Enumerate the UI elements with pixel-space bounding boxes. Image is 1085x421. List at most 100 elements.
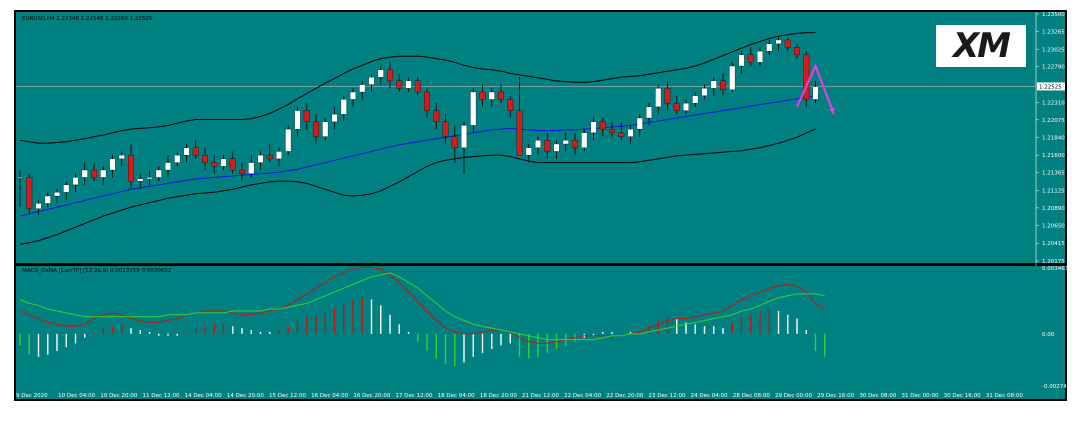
- candle-bear: [720, 80, 726, 90]
- moving-average-line: [19, 95, 816, 217]
- macd-tick-label: 0.00: [1042, 332, 1055, 338]
- bollinger-lower-line: [19, 128, 816, 245]
- candle-bull: [692, 95, 699, 104]
- candle-bull: [562, 140, 569, 145]
- candle-bull: [766, 43, 773, 52]
- candle-bull: [405, 80, 412, 89]
- time-tick-label: 29 Dec 00:00: [775, 393, 812, 399]
- candle-bull: [590, 121, 597, 134]
- time-tick-label: 17 Dec 12:00: [396, 393, 433, 399]
- candle-bear: [442, 121, 449, 137]
- candle-bear: [424, 91, 430, 111]
- candle-bear: [544, 140, 551, 152]
- current-price-box: [1037, 82, 1065, 91]
- time-tick-label: 30 Dec 16:00: [944, 393, 981, 399]
- candle-bear: [747, 54, 754, 63]
- candle-bear: [26, 177, 33, 209]
- candle-bear: [507, 99, 514, 111]
- candle-bear: [664, 88, 671, 104]
- time-tick-label: 16 Dec 04:00: [311, 393, 348, 399]
- price-tick-label: 1.21365: [1042, 171, 1065, 177]
- candle-bull: [359, 84, 366, 93]
- price-tick-label: 1.22310: [1042, 100, 1065, 106]
- current-price-label: 1.22525: [1039, 84, 1062, 90]
- candle-bear: [498, 91, 504, 100]
- candle-bull: [137, 178, 144, 182]
- candle-bull: [220, 158, 227, 167]
- candle-bear: [599, 121, 606, 130]
- candle-bull: [340, 99, 347, 115]
- candle-bull: [757, 50, 763, 63]
- candle-bear: [516, 110, 523, 156]
- candle-bull: [350, 91, 356, 100]
- price-tick-label: 1.23500: [1042, 12, 1065, 18]
- candle-bear: [211, 162, 218, 167]
- bollinger-upper-line: [19, 32, 816, 144]
- candle-bull: [683, 102, 689, 111]
- candle-bear: [229, 158, 236, 171]
- time-tick-label: 31 Dec 08:00: [986, 393, 1023, 399]
- candle-bull: [461, 125, 467, 148]
- candle-bull: [183, 147, 190, 156]
- candle-bear: [192, 147, 199, 156]
- price-axis-area: [1036, 12, 1065, 263]
- time-tick-label: 11 Dec 12:00: [143, 393, 180, 399]
- candle-bull: [17, 177, 23, 179]
- price-tick-label: 1.23265: [1042, 29, 1065, 35]
- candle-bear: [303, 110, 310, 122]
- time-tick-label: 24 Dec 04:00: [691, 393, 728, 399]
- forecast-arrow-head: [828, 107, 835, 115]
- candle-bull: [729, 65, 736, 90]
- price-plot-area: [16, 12, 1036, 263]
- candle-bull: [44, 195, 51, 204]
- candle-bull: [81, 169, 88, 178]
- price-panel: 1.235001.232651.230251.227901.225501.223…: [16, 12, 1065, 388]
- candle-bull: [109, 158, 116, 171]
- time-tick-label: 28 Dec 08:00: [733, 393, 770, 399]
- time-tick-label: 9 Dec 2020: [16, 393, 48, 399]
- candle-bull: [646, 106, 652, 119]
- candle-bear: [313, 121, 319, 137]
- time-tick-label: 10 Dec 20:00: [100, 393, 137, 399]
- time-tick-label: 29 Dec 16:00: [817, 393, 854, 399]
- candle-bull: [581, 132, 588, 148]
- forecast-arrow: [795, 63, 836, 115]
- candle-bear: [91, 169, 97, 178]
- macd-tick-label: -0.00274: [1042, 384, 1067, 390]
- candle-bull: [553, 143, 560, 152]
- candle-bear: [433, 110, 440, 122]
- candle-bull: [257, 154, 264, 163]
- price-tick-label: 1.20650: [1042, 224, 1065, 230]
- xm-logo-text: XM: [952, 26, 1011, 66]
- candle-bear: [572, 140, 578, 148]
- candle-bear: [451, 136, 458, 148]
- time-tick-label: 30 Dec 08:00: [859, 393, 896, 399]
- candle-bull: [488, 91, 495, 100]
- price-tick-label: 1.22075: [1042, 118, 1065, 124]
- candle-bear: [479, 91, 486, 100]
- candle-bull: [627, 128, 634, 137]
- candle-bull: [525, 147, 532, 156]
- candle-bear: [803, 54, 810, 100]
- candle-bull: [470, 91, 477, 126]
- candle-bull: [775, 39, 782, 44]
- macd-tick-label: 0.003463: [1042, 266, 1067, 272]
- price-tick-label: 1.20415: [1042, 241, 1065, 247]
- candle-bear: [414, 80, 421, 93]
- candle-bull: [812, 86, 819, 100]
- price-tick-label: 1.21600: [1042, 153, 1065, 159]
- time-tick-label: 21 Dec 12:00: [522, 393, 559, 399]
- time-tick-label: 23 Dec 12:00: [649, 393, 686, 399]
- candle-bull: [118, 154, 125, 160]
- candle-bear: [239, 169, 245, 174]
- candle-bear: [784, 39, 791, 48]
- time-tick-label: 14 Dec 20:00: [227, 393, 264, 399]
- candle-bull: [165, 162, 171, 171]
- xm-logo: XM: [936, 25, 1026, 67]
- candle-bull: [155, 169, 162, 178]
- candle-bull: [285, 128, 292, 152]
- time-tick-label: 10 Dec 04:00: [58, 393, 95, 399]
- candle-bull: [174, 154, 181, 163]
- candle-bull: [535, 140, 541, 148]
- price-tick-label: 1.23025: [1042, 47, 1065, 53]
